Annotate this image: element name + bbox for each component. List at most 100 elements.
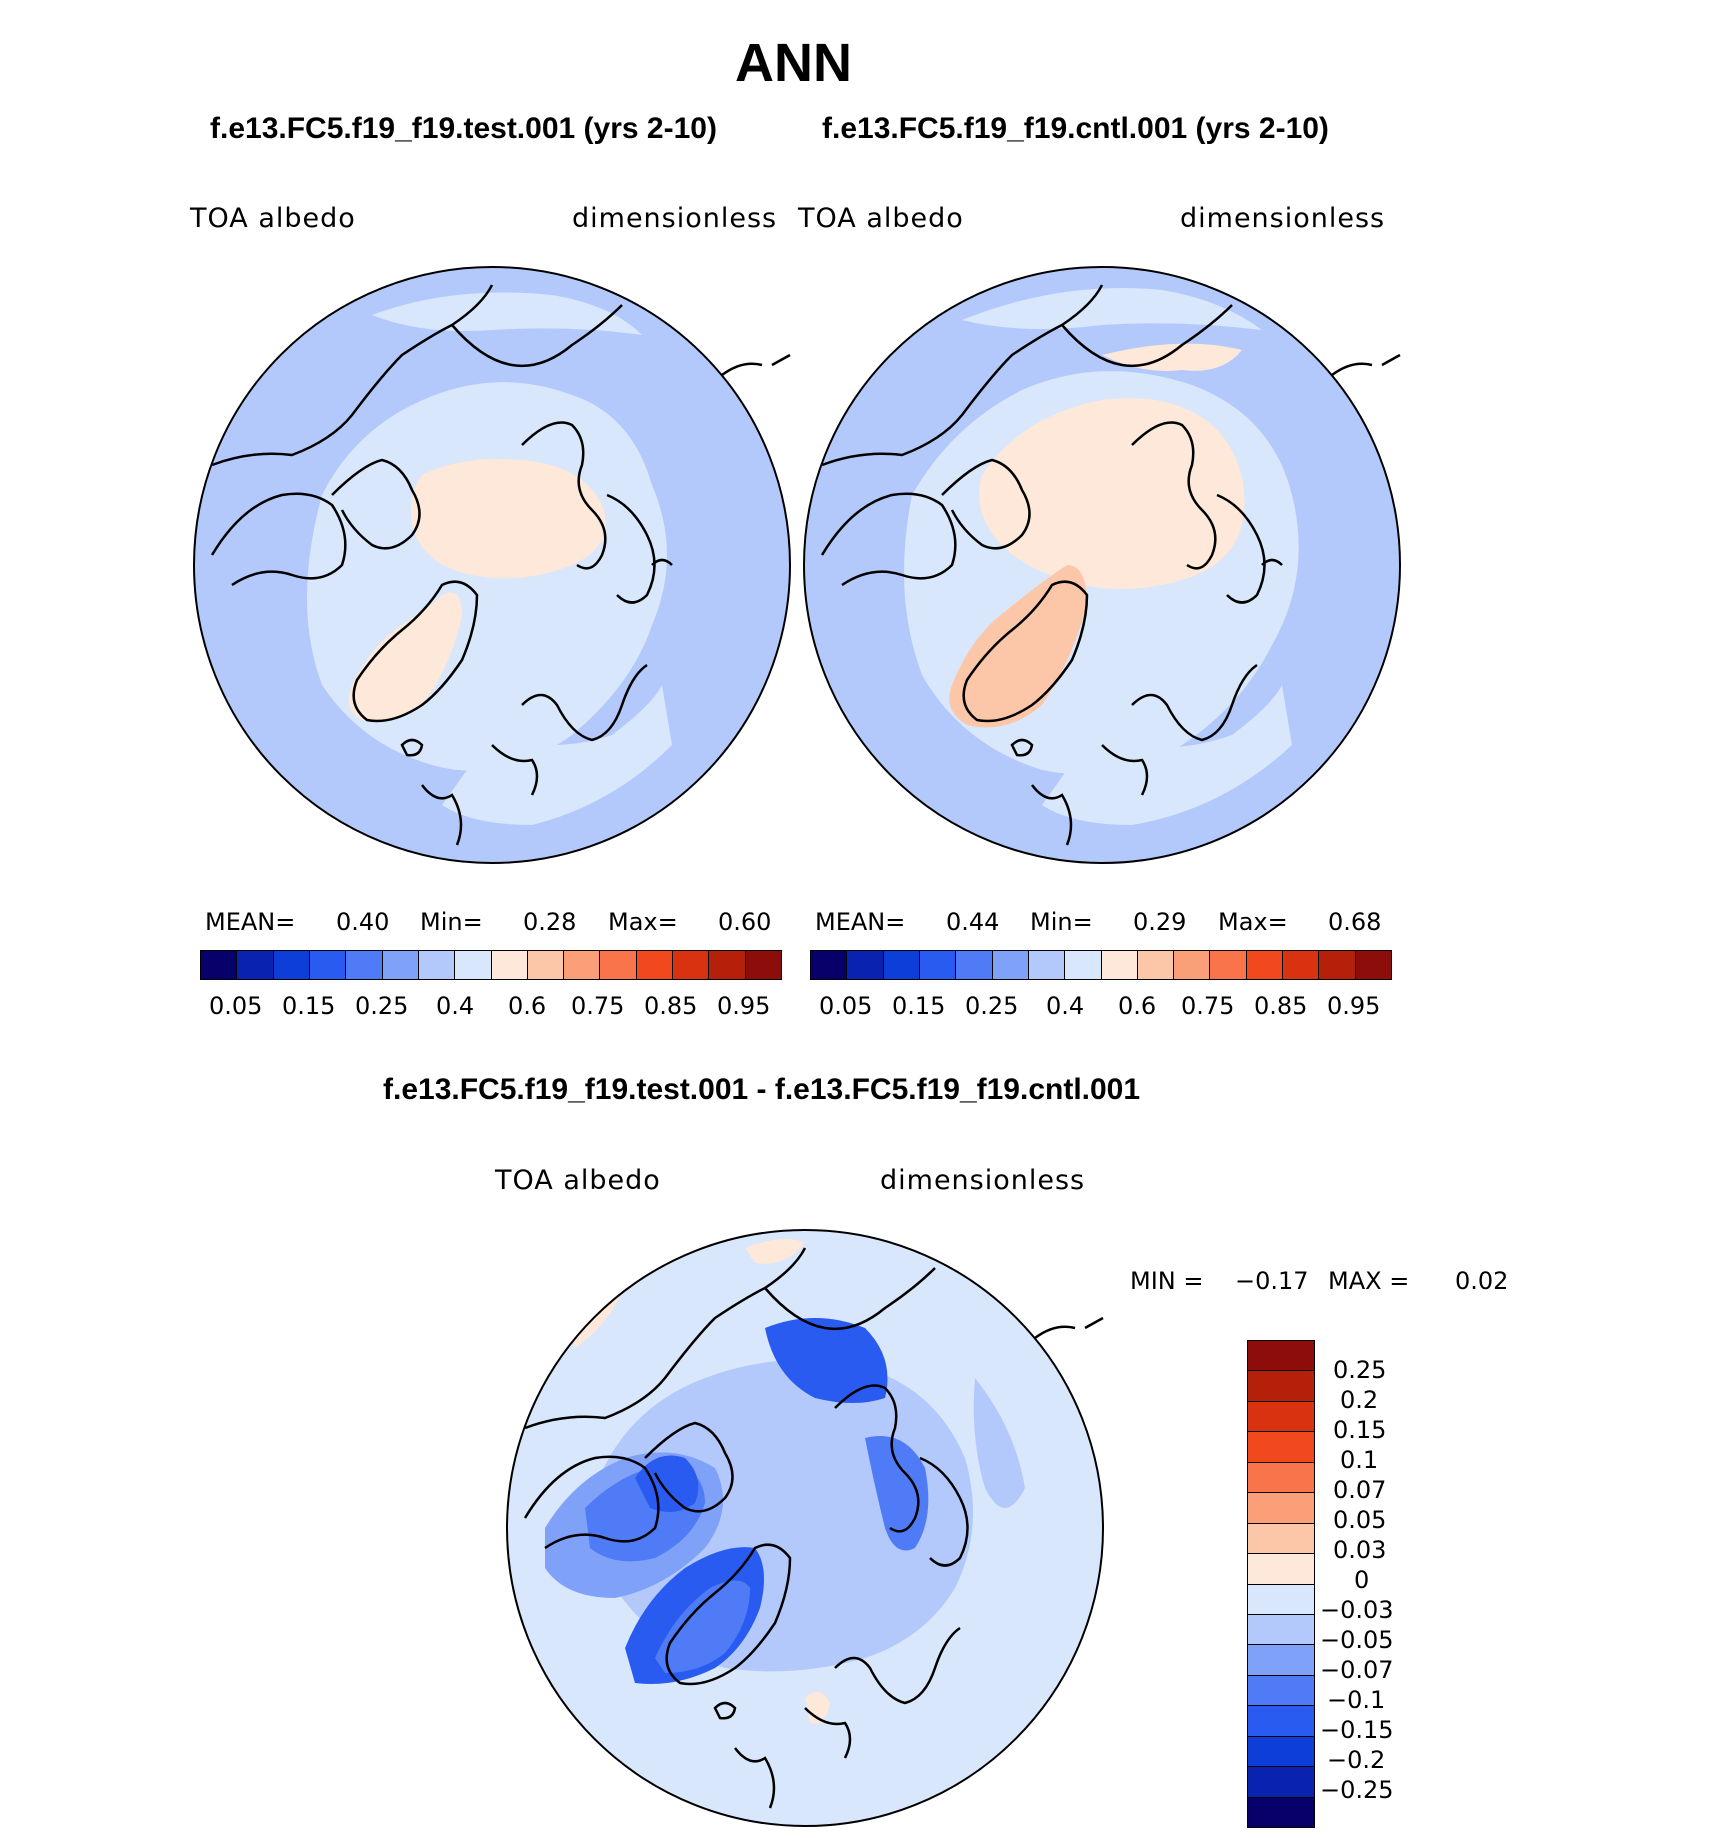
colorbar-swatch <box>1174 951 1211 979</box>
control-polar-map <box>803 266 1401 864</box>
control-min-label: Min= <box>1030 908 1093 936</box>
control-mean-label: MEAN= <box>815 908 906 936</box>
diff-variable-label: TOA albedo <box>495 1165 661 1196</box>
test-tick: 0.05 <box>209 992 263 1020</box>
test-mean-value: 0.40 <box>336 908 390 936</box>
colorbar-swatch <box>709 951 746 979</box>
europe-band <box>1042 685 1292 825</box>
diff-tick: −0.03 <box>1320 1596 1394 1624</box>
colorbar-swatch <box>564 951 601 979</box>
colorbar-swatch <box>418 951 456 979</box>
colorbar-swatch <box>1248 1584 1314 1615</box>
diff-tick: −0.15 <box>1320 1716 1394 1744</box>
siberia-strong <box>765 1318 888 1403</box>
test-case-title: f.e13.FC5.f19_f19.test.001 (yrs 2-10) <box>210 112 717 145</box>
diff-polar-map <box>506 1229 1104 1827</box>
test-polar-map <box>193 266 791 864</box>
colorbar-swatch <box>382 951 419 979</box>
control-tick: 0.85 <box>1254 992 1308 1020</box>
colorbar-swatch <box>636 951 674 979</box>
test-max-value: 0.60 <box>718 908 772 936</box>
diff-min-value: −0.17 <box>1235 1267 1309 1295</box>
test-tick: 0.6 <box>508 992 547 1020</box>
colorbar-swatch <box>956 951 993 979</box>
colorbar-swatch <box>1248 1675 1314 1707</box>
diff-tick: 0.15 <box>1333 1416 1387 1444</box>
season-title: ANN <box>735 33 852 93</box>
diff-max-label: MAX = <box>1328 1267 1410 1295</box>
north-band <box>372 292 642 335</box>
test-tick: 0.85 <box>644 992 698 1020</box>
diff-tick: 0.2 <box>1340 1386 1379 1414</box>
test-tick: 0.25 <box>355 992 409 1020</box>
test-tick: 0.4 <box>436 992 475 1020</box>
test-min-label: Min= <box>420 908 483 936</box>
control-units-label: dimensionless <box>1180 203 1386 234</box>
diff-units-label: dimensionless <box>880 1165 1086 1196</box>
colorbar-swatch <box>455 951 492 979</box>
test-mean-label: MEAN= <box>205 908 296 936</box>
diff-tick: 0.07 <box>1333 1476 1387 1504</box>
control-tick: 0.05 <box>819 992 873 1020</box>
colorbar-swatch <box>273 951 310 979</box>
diff-colorbar <box>1247 1340 1315 1828</box>
diff-tick: −0.1 <box>1327 1686 1386 1714</box>
colorbar-swatch <box>1248 1401 1314 1433</box>
colorbar-swatch <box>1065 951 1102 979</box>
north-band <box>962 288 1262 330</box>
test-max-label: Max= <box>608 908 678 936</box>
colorbar-swatch <box>1248 1462 1314 1494</box>
control-max-value: 0.68 <box>1328 908 1382 936</box>
colorbar-swatch <box>992 951 1029 979</box>
colorbar-swatch <box>1137 951 1175 979</box>
colorbar-swatch <box>237 951 274 979</box>
colorbar-swatch <box>1248 1614 1314 1646</box>
map-boundary <box>803 266 1401 864</box>
diff-tick: 0.1 <box>1340 1446 1379 1474</box>
colorbar-swatch <box>673 951 710 979</box>
siberia-positive <box>745 1239 805 1264</box>
test-tick: 0.95 <box>717 992 771 1020</box>
colorbar-swatch <box>1319 951 1356 979</box>
map-boundary <box>193 266 791 864</box>
colorbar-swatch <box>919 951 957 979</box>
colorbar-swatch <box>1210 951 1247 979</box>
diff-tick: −0.2 <box>1327 1746 1386 1774</box>
colorbar-swatch <box>847 951 884 979</box>
colorbar-swatch <box>491 951 528 979</box>
test-colorbar <box>200 950 782 980</box>
control-max-label: Max= <box>1218 908 1288 936</box>
colorbar-swatch <box>1248 1736 1314 1768</box>
colorbar-swatch <box>1246 951 1284 979</box>
arctic-field <box>410 459 606 579</box>
colorbar-swatch <box>309 951 347 979</box>
colorbar-swatch <box>1355 951 1391 979</box>
colorbar-swatch <box>1028 951 1066 979</box>
diff-tick: −0.07 <box>1320 1656 1394 1684</box>
test-units-label: dimensionless <box>572 203 778 234</box>
test-min-value: 0.28 <box>523 908 577 936</box>
colorbar-swatch <box>346 951 383 979</box>
control-case-title: f.e13.FC5.f19_f19.cntl.001 (yrs 2-10) <box>822 112 1329 145</box>
control-tick: 0.4 <box>1046 992 1085 1020</box>
control-tick: 0.6 <box>1118 992 1157 1020</box>
colorbar-swatch <box>883 951 920 979</box>
siberia-field <box>1102 343 1242 371</box>
map-boundary <box>506 1229 1104 1827</box>
colorbar-swatch <box>1248 1371 1314 1402</box>
control-variable-label: TOA albedo <box>798 203 964 234</box>
colorbar-swatch <box>1248 1341 1314 1372</box>
colorbar-swatch <box>1248 1554 1314 1585</box>
diff-tick: −0.05 <box>1320 1626 1394 1654</box>
diff-tick: 0 <box>1354 1566 1370 1594</box>
colorbar-swatch <box>745 951 781 979</box>
control-tick: 0.95 <box>1327 992 1381 1020</box>
coastlines <box>210 284 791 846</box>
control-mean-value: 0.44 <box>946 908 1000 936</box>
colorbar-swatch <box>1248 1767 1314 1798</box>
colorbar-swatch <box>201 951 238 979</box>
archipelago-strong <box>635 1455 699 1512</box>
diff-max-value: 0.02 <box>1455 1267 1509 1295</box>
colorbar-swatch <box>811 951 848 979</box>
eurasia-edge <box>973 1378 1025 1508</box>
